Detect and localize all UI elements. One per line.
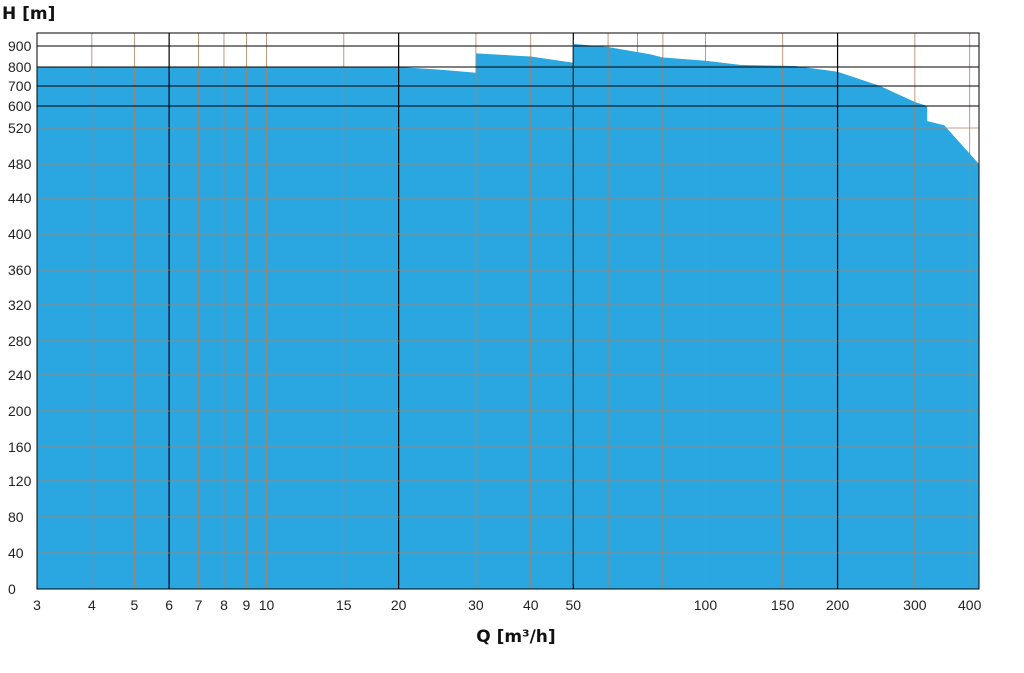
performance-area-0 [37,43,979,589]
x-tick-label-8: 8 [220,597,228,613]
x-tick-label-300: 300 [903,597,927,613]
x-tick-labels: 3 4 5 6 7 8 9 10 15 20 30 40 50 100 150 200 300 400 [33,597,981,613]
y-tick-labels: 0 40 80 120 160 200 240 280 320 360 400 440 480 520 60… [8,38,32,597]
x-tick-label-40: 40 [523,597,539,613]
y-tick-label-40: 40 [8,545,24,561]
x-tick-label-15: 15 [336,597,352,613]
x-tick-label-6: 6 [165,597,173,613]
x-tick-label-30: 30 [468,597,484,613]
y-tick-label-900: 900 [8,38,32,54]
y-tick-label-700: 700 [8,78,32,94]
y-tick-label-600: 600 [8,98,32,114]
y-tick-label-440: 440 [8,190,32,206]
x-tick-label-5: 5 [130,597,138,613]
x-tick-label-400: 400 [958,597,982,613]
y-tick-label-360: 360 [8,262,32,278]
x-axis-title: Q [m³/h] [476,627,555,647]
y-tick-label-200: 200 [8,403,32,419]
x-tick-label-200: 200 [826,597,850,613]
y-tick-label-480: 480 [8,156,32,172]
y-tick-label-120: 120 [8,473,32,489]
x-tick-label-7: 7 [195,597,203,613]
x-tick-label-3: 3 [33,597,41,613]
x-tick-label-50: 50 [566,597,582,613]
y-tick-label-240: 240 [8,367,32,383]
x-tick-label-10: 10 [259,597,275,613]
y-tick-label-0: 0 [8,581,16,597]
y-axis-title: H [m] [2,4,55,24]
y-tick-label-160: 160 [8,439,32,455]
x-tick-label-100: 100 [694,597,718,613]
x-tick-label-4: 4 [88,597,96,613]
y-tick-label-400: 400 [8,226,32,242]
plot-border [36,32,980,590]
area-layer [37,43,979,589]
y-tick-label-320: 320 [8,297,32,313]
y-tick-label-80: 80 [8,509,24,525]
grid-layer [37,33,979,590]
x-tick-label-9: 9 [243,597,251,613]
plot-frame [36,32,980,590]
x-tick-label-150: 150 [771,597,795,613]
x-tick-label-20: 20 [391,597,407,613]
y-tick-label-800: 800 [8,59,32,75]
y-tick-label-280: 280 [8,333,32,349]
y-tick-label-520: 520 [8,120,32,136]
